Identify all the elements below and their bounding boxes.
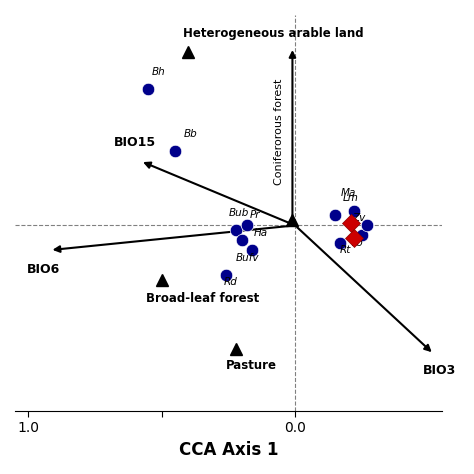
Text: Heterogeneous arable land: Heterogeneous arable land [183, 27, 364, 40]
Text: BIO6: BIO6 [27, 263, 60, 275]
X-axis label: CCA Axis 1: CCA Axis 1 [179, 441, 278, 459]
Text: Vb: Vb [350, 237, 364, 248]
Text: Ha: Ha [254, 228, 267, 238]
Text: Rd: Rd [224, 277, 238, 287]
Text: Bub: Bub [229, 208, 249, 218]
Text: Bb: Bb [184, 129, 198, 139]
Text: Bh: Bh [152, 67, 166, 77]
Text: Bufv: Bufv [235, 253, 259, 263]
Text: Ma: Ma [341, 188, 356, 198]
Text: Zv: Zv [353, 213, 366, 223]
Text: BIO3: BIO3 [423, 364, 456, 377]
Text: Pr: Pr [250, 210, 260, 220]
Text: BIO15: BIO15 [114, 136, 156, 149]
Text: Rt: Rt [340, 245, 352, 255]
Text: Coniferorous forest: Coniferorous forest [274, 78, 284, 184]
Text: Broad-leaf forest: Broad-leaf forest [146, 292, 259, 305]
Text: Pasture: Pasture [226, 359, 277, 372]
Text: Lm: Lm [343, 193, 359, 203]
